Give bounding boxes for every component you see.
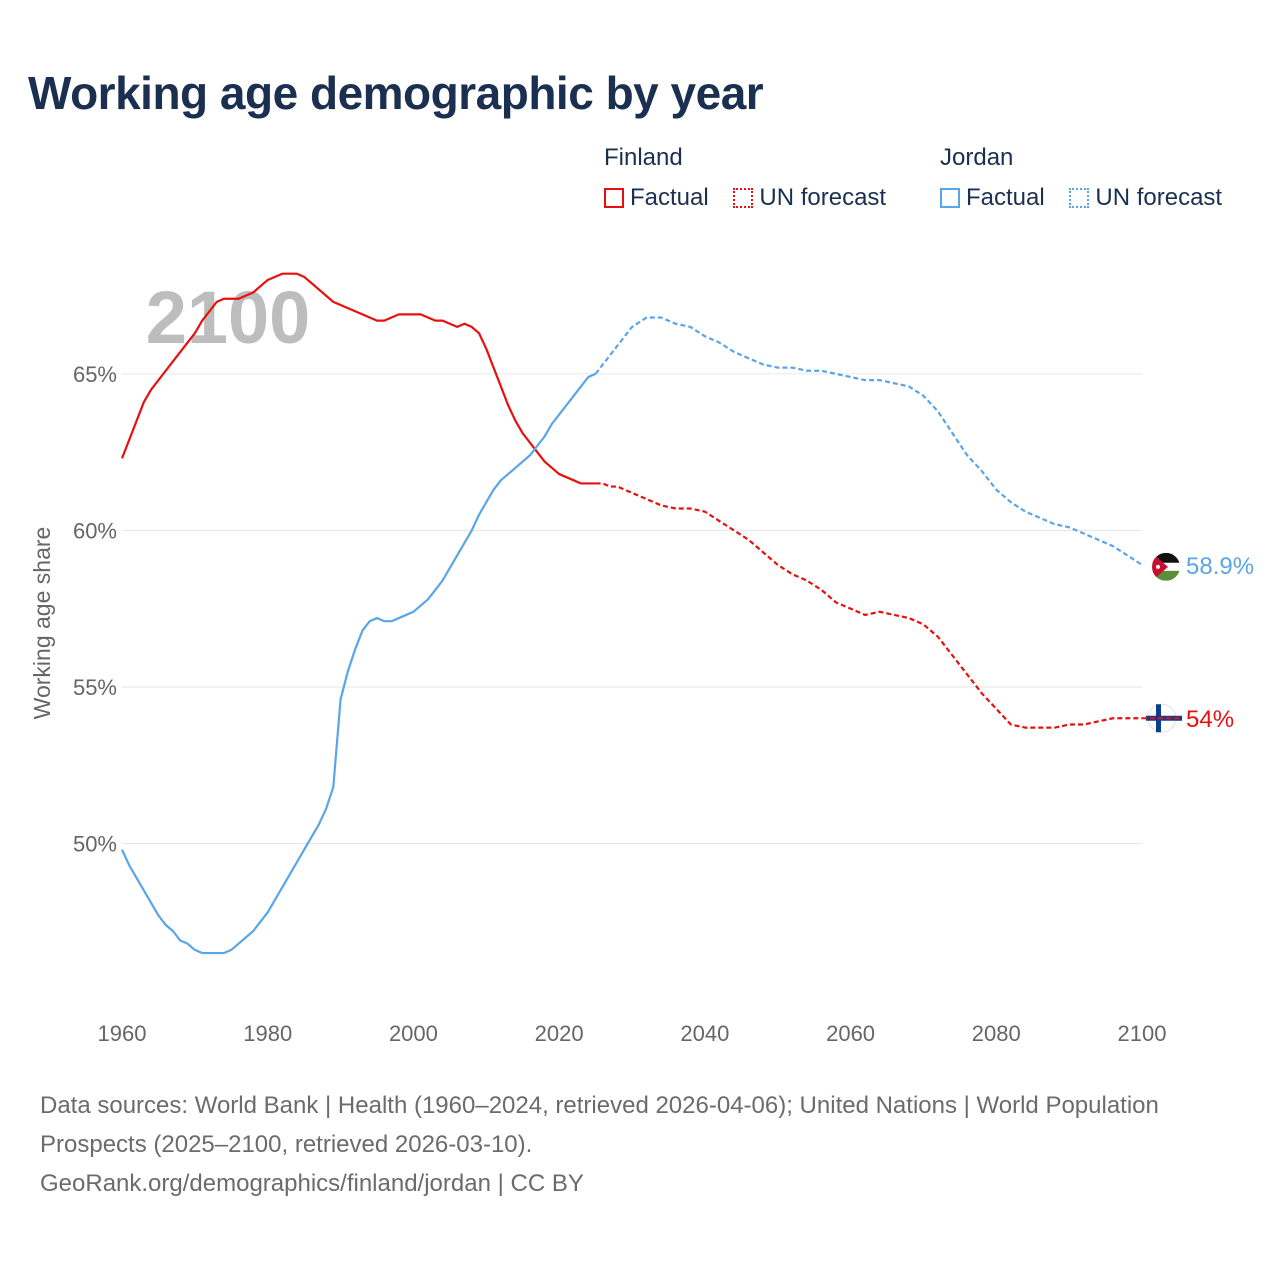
finland-end-label: 54% <box>1186 706 1234 733</box>
y-tick-label: 65% <box>73 362 117 387</box>
jordan-factual-line <box>121 372 597 955</box>
legend-label: UN forecast <box>1095 184 1223 211</box>
x-tick-label: 1960 <box>98 1021 147 1046</box>
x-tick-label: 1980 <box>243 1021 292 1046</box>
jordan-end-label: 58.9% <box>1186 553 1254 580</box>
year-watermark: 2100 <box>146 276 311 359</box>
legend-swatch-dotted <box>1069 188 1090 208</box>
legend-item-jordan-forecast[interactable]: UN forecast <box>1069 184 1222 212</box>
legend-label: Factual <box>966 184 1045 211</box>
jordan-forecast-line <box>594 316 1143 566</box>
legend-label: Factual <box>630 184 709 211</box>
legend-label: UN forecast <box>759 184 887 211</box>
x-tick-label: 2060 <box>826 1021 875 1046</box>
axis-layer: 50% 55% 60% 65% 1960 1980 2000 2020 2040 2060 2080… <box>73 362 1167 1046</box>
legend-swatch-dotted <box>733 188 754 208</box>
x-tick-label: 2100 <box>1118 1021 1167 1046</box>
legend-group-name: Finland <box>604 144 683 171</box>
y-tick-label: 50% <box>73 831 117 856</box>
y-tick-label: 55% <box>73 675 117 700</box>
legend-swatch-solid <box>604 188 624 208</box>
y-tick-label: 60% <box>73 518 117 543</box>
jordan-flag-icon <box>1152 552 1180 581</box>
legend-item-jordan-factual[interactable]: Factual <box>940 184 1045 212</box>
legend-item-finland-forecast[interactable]: UN forecast <box>733 184 886 212</box>
x-tick-label: 2080 <box>972 1021 1021 1046</box>
grid-layer <box>122 373 1142 844</box>
y-axis-label: Working age share <box>29 527 55 720</box>
attribution-link[interactable]: GeoRank.org/demographics/finland/jordan … <box>40 1170 584 1197</box>
footer: Data sources: World Bank | Health (1960–… <box>40 1086 1160 1203</box>
legend-swatch-solid <box>940 188 960 208</box>
x-tick-label: 2020 <box>535 1021 584 1046</box>
finland-forecast-line <box>595 482 1142 729</box>
series-layer <box>120 272 1143 955</box>
line-chart: 2100 50% 55% 60% 65% 1960 1980 2000 2020 2040 206… <box>29 272 1254 1046</box>
legend-group-finland: Finland Factual UN forecast <box>604 144 904 215</box>
x-tick-label: 2040 <box>680 1021 729 1046</box>
data-sources: Data sources: World Bank | Health (1960–… <box>40 1092 1159 1158</box>
legend-group-name: Jordan <box>940 144 1014 171</box>
endcap-layer: 54% 58.9% <box>1142 552 1254 733</box>
legend-item-finland-factual[interactable]: Factual <box>604 184 709 212</box>
chart-title: Working age demographic by year <box>28 67 764 119</box>
legend-group-jordan: Jordan Factual UN forecast <box>940 144 1240 215</box>
x-tick-label: 2000 <box>389 1021 438 1046</box>
finland-factual-line <box>120 272 596 485</box>
